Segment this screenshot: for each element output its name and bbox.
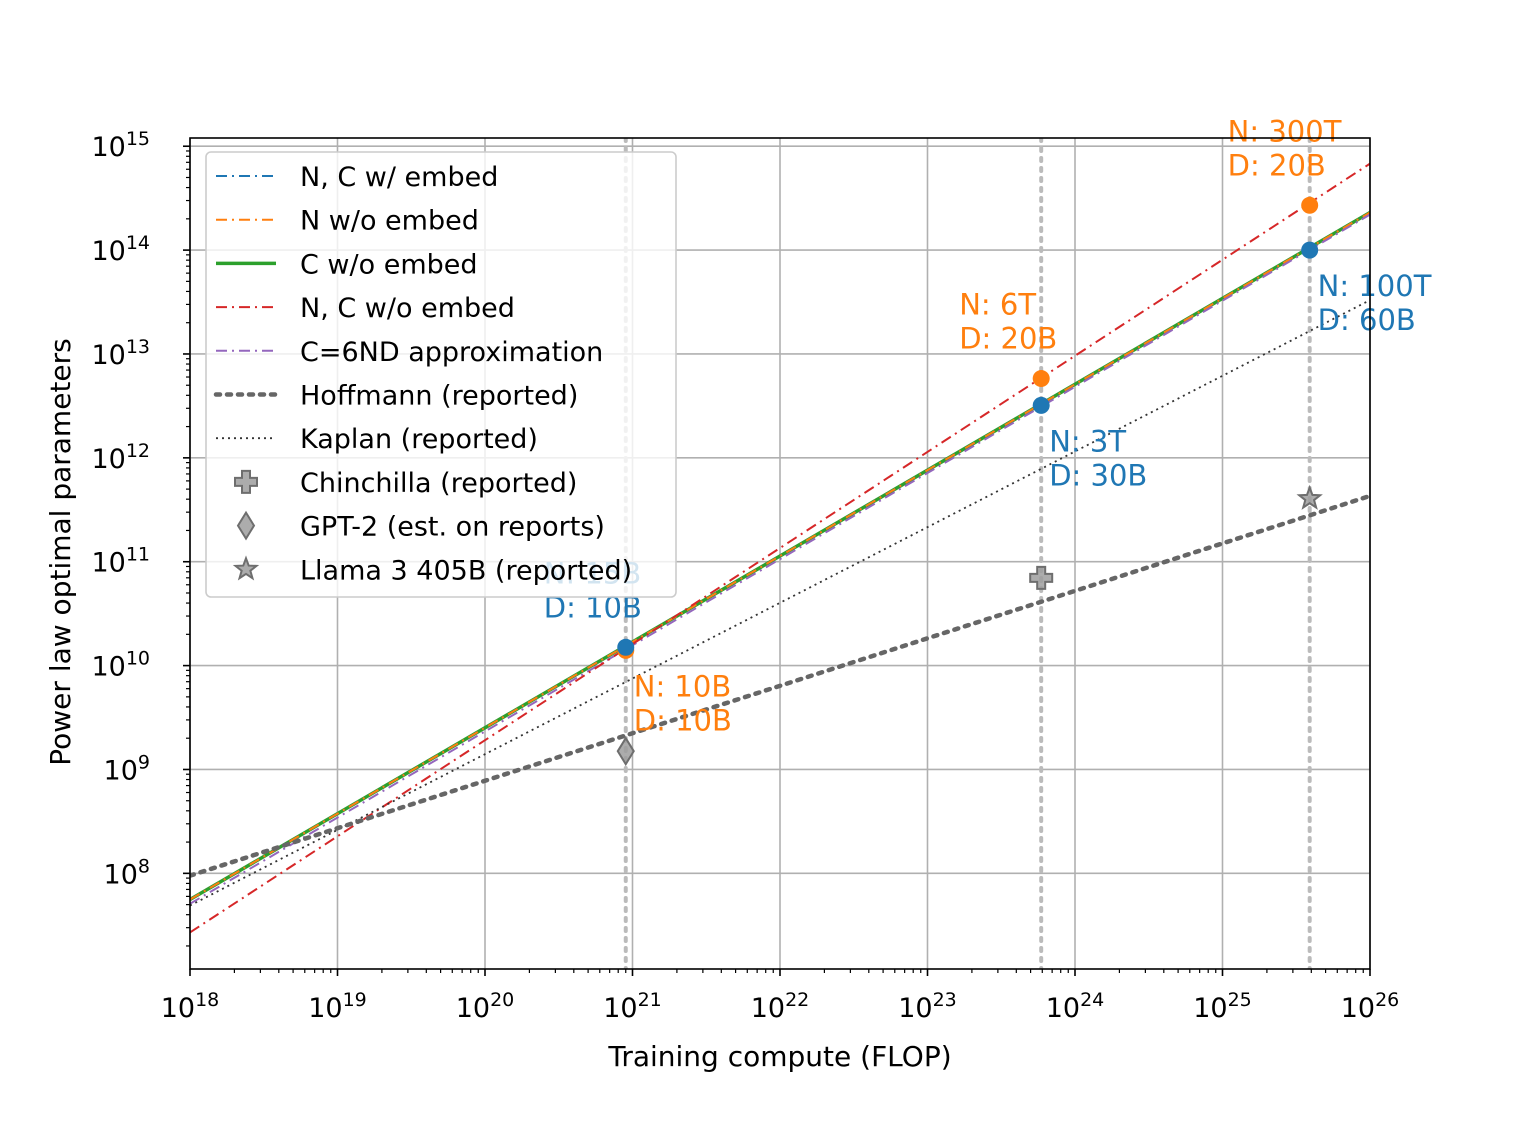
x-tick-label: 1023 bbox=[898, 989, 957, 1024]
series-line-kaplan-reported bbox=[190, 299, 1370, 907]
highlight-point bbox=[617, 638, 635, 656]
axis-ticks: 1018 1019 1020 1021 1022 1023 1024 1025 1026 108 1… bbox=[91, 128, 1399, 1024]
x-tick-label: 1019 bbox=[308, 989, 367, 1024]
highlight-point bbox=[1301, 196, 1319, 214]
y-tick-label: 1011 bbox=[91, 544, 150, 579]
highlight-point bbox=[1032, 396, 1050, 414]
y-axis-label: Power law optimal parameters bbox=[44, 338, 77, 765]
x-axis-label: Training compute (FLOP) bbox=[607, 1040, 951, 1073]
y-tick-label: 1012 bbox=[91, 440, 150, 475]
annotation-line1: N: 10B bbox=[634, 669, 731, 703]
legend-marker-diamond bbox=[236, 510, 256, 541]
annotation-line2: D: 20B bbox=[1228, 148, 1326, 182]
data-points bbox=[616, 196, 1323, 767]
reported-point-star bbox=[1296, 484, 1323, 510]
y-tick-label: 1010 bbox=[91, 648, 150, 683]
legend-label: C=6ND approximation bbox=[300, 337, 603, 368]
legend-label: C w/o embed bbox=[300, 249, 478, 280]
legend-label: Hoffmann (reported) bbox=[300, 381, 578, 412]
x-tick-label: 1021 bbox=[603, 989, 662, 1024]
reported-point-diamond bbox=[616, 736, 635, 767]
series-line-c-6nd-approximation bbox=[190, 213, 1370, 905]
annotation-line2: D: 30B bbox=[1049, 458, 1147, 492]
annotation-line1: N: 100T bbox=[1318, 269, 1432, 303]
legend-label: Chinchilla (reported) bbox=[300, 468, 577, 499]
series-line-hoffmann-reported bbox=[190, 493, 1370, 878]
series-line-n-w-o-embed bbox=[190, 211, 1370, 901]
annotation-line1: N: 300T bbox=[1228, 114, 1342, 148]
x-tick-label: 1020 bbox=[456, 989, 515, 1024]
legend-label: N, C w/ embed bbox=[300, 162, 498, 193]
y-tick-label: 1013 bbox=[91, 336, 150, 371]
legend-box bbox=[205, 151, 677, 598]
series-line-n-c-w-o-embed bbox=[190, 162, 1370, 934]
annotation-line2: D: 10B bbox=[634, 703, 732, 737]
y-tick-label: 1015 bbox=[91, 128, 150, 163]
legend-label: GPT-2 (est. on reports) bbox=[300, 512, 605, 543]
legend-label: Llama 3 405B (reported) bbox=[300, 555, 632, 586]
y-tick-label: 1014 bbox=[91, 232, 150, 267]
series-lines bbox=[190, 162, 1370, 934]
x-tick-label: 1024 bbox=[1046, 989, 1105, 1024]
legend-label: N, C w/o embed bbox=[300, 293, 515, 324]
annotation-line2: D: 20B bbox=[959, 322, 1057, 356]
legend: N, C w/ embed N w/o embed C w/o embed N, C … bbox=[205, 151, 677, 598]
x-tick-label: 1026 bbox=[1341, 989, 1400, 1024]
legend-label: N w/o embed bbox=[300, 206, 479, 237]
highlight-point bbox=[1032, 370, 1050, 388]
annotation-line1: N: 6T bbox=[959, 288, 1036, 322]
x-tick-label: 1018 bbox=[161, 989, 220, 1024]
x-tick-label: 1025 bbox=[1193, 989, 1252, 1024]
legend-marker-plus bbox=[234, 469, 258, 494]
highlight-point bbox=[1301, 241, 1319, 259]
reported-point-plus bbox=[1029, 565, 1054, 590]
y-tick-label: 108 bbox=[104, 855, 150, 890]
annotation-line2: D: 60B bbox=[1318, 303, 1416, 337]
x-tick-label: 1022 bbox=[751, 989, 810, 1024]
y-tick-label: 109 bbox=[104, 751, 150, 786]
legend-label: Kaplan (reported) bbox=[300, 424, 538, 455]
legend-marker-star bbox=[232, 555, 260, 581]
annotation-line1: N: 3T bbox=[1049, 424, 1126, 458]
